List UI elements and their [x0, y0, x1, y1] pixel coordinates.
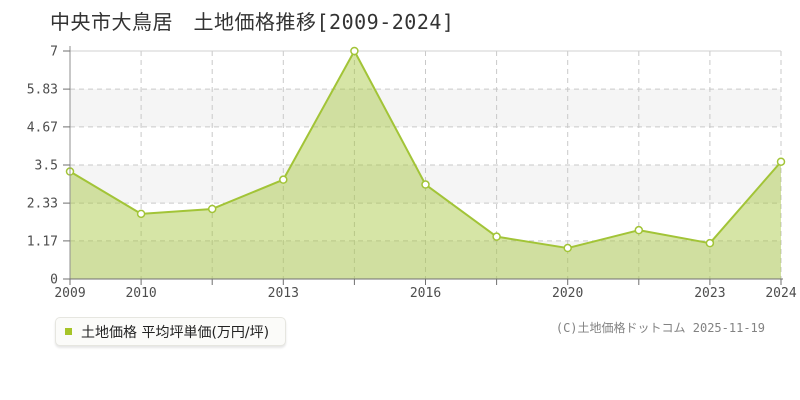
series-marker-icon: [65, 328, 72, 335]
x-tick-label: 2020: [552, 286, 583, 301]
data-point[interactable]: [136, 209, 146, 219]
x-tick-label: 2024: [765, 286, 796, 301]
chart-title: 中央市大鳥居 土地価格推移[2009-2024]: [50, 10, 455, 34]
x-tick-label: 2016: [410, 286, 441, 301]
legend[interactable]: 土地価格 平均坪単価(万円/坪): [55, 317, 287, 346]
copyright-text: (C)土地価格ドットコム 2025-11-19: [555, 321, 765, 335]
x-tick-label: 2013: [268, 286, 299, 301]
y-tick-label: 2.33: [27, 197, 58, 212]
y-tick-label: 1.17: [27, 234, 58, 249]
price-trend-chart: 0 1.17 2.33 3.5 4.67 5.83 7 2009 2010 2013 2016 202…: [27, 45, 797, 302]
data-point[interactable]: [563, 243, 572, 253]
y-tick-label: 0: [50, 273, 58, 288]
data-point[interactable]: [705, 238, 715, 248]
y-tick-label: 3.5: [35, 159, 58, 174]
x-tick-label: 2023: [694, 286, 725, 301]
data-point[interactable]: [350, 46, 359, 56]
data-point[interactable]: [634, 225, 644, 235]
data-point[interactable]: [492, 232, 501, 241]
data-point[interactable]: [207, 204, 217, 214]
y-tick-label: 7: [50, 45, 58, 60]
data-point[interactable]: [421, 180, 430, 189]
data-point[interactable]: [776, 157, 786, 166]
y-tick-label: 4.67: [27, 120, 58, 135]
legend-label: 土地価格 平均坪単価(万円/坪): [81, 324, 270, 341]
data-point[interactable]: [279, 175, 288, 184]
y-tick-label: 5.83: [27, 83, 58, 98]
x-tick-label: 2009: [54, 286, 85, 301]
price-area-fill: [70, 51, 781, 279]
x-tick-label: 2010: [125, 286, 156, 301]
